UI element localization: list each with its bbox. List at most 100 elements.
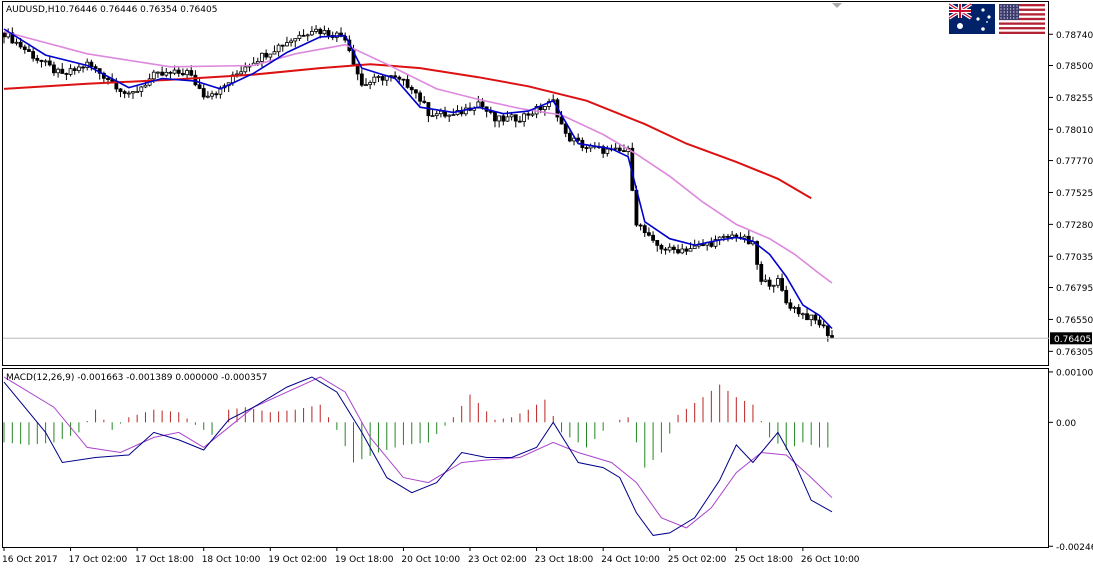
price-y-tick-label: 0.78740 bbox=[1056, 31, 1093, 41]
price-bar bbox=[210, 90, 214, 100]
chart-symbol: AUDUSD,H1 bbox=[6, 5, 60, 15]
price-bar bbox=[39, 59, 44, 68]
price-bar bbox=[305, 33, 310, 42]
price-bar bbox=[434, 110, 439, 120]
price-bar bbox=[776, 274, 780, 289]
price-bar bbox=[280, 44, 285, 52]
price-bar bbox=[89, 59, 94, 71]
price-bar bbox=[176, 67, 181, 77]
ma-mid-line bbox=[3, 30, 833, 284]
x-tick-label: 24 Oct 10:00 bbox=[601, 555, 660, 565]
price-y-tick-label: 0.78255 bbox=[1056, 94, 1093, 104]
price-bar bbox=[164, 67, 169, 78]
price-bar bbox=[767, 277, 772, 290]
price-bar bbox=[160, 66, 165, 77]
price-bar bbox=[118, 88, 123, 98]
price-y-tick-label: 0.77280 bbox=[1056, 221, 1093, 231]
price-bar bbox=[301, 29, 306, 37]
price-bar bbox=[81, 65, 85, 73]
price-bar bbox=[364, 78, 368, 87]
price-bar bbox=[447, 114, 452, 122]
price-bar bbox=[680, 243, 685, 255]
chart-ohlc: 0.76446 0.76446 0.76354 0.76405 bbox=[60, 5, 217, 15]
price-y-tick-label: 0.76795 bbox=[1056, 284, 1093, 294]
price-bar bbox=[647, 227, 651, 237]
price-bar bbox=[64, 72, 69, 81]
current-price-label: 0.76405 bbox=[1050, 332, 1092, 345]
price-bar bbox=[60, 63, 65, 74]
price-bar bbox=[376, 74, 381, 83]
price-y-tick-label: 0.78500 bbox=[1056, 62, 1093, 72]
price-bar bbox=[821, 320, 826, 329]
price-bar bbox=[659, 243, 664, 254]
price-bar bbox=[676, 244, 680, 255]
price-bar bbox=[655, 239, 660, 252]
price-bar bbox=[322, 25, 327, 36]
price-bar bbox=[771, 284, 776, 293]
price-bar bbox=[518, 115, 522, 123]
price-bar bbox=[671, 244, 676, 254]
price-bar bbox=[543, 105, 547, 116]
price-bar bbox=[684, 246, 689, 255]
price-bar bbox=[2, 32, 6, 44]
macd-header: MACD(12,26,9) -0.001663 -0.001389 0.0000… bbox=[6, 373, 267, 383]
price-bar bbox=[667, 243, 672, 253]
price-bar bbox=[272, 45, 277, 55]
price-bar bbox=[168, 70, 173, 79]
price-bar bbox=[563, 121, 568, 138]
price-y-tick-label: 0.77525 bbox=[1056, 189, 1093, 199]
price-bar bbox=[10, 27, 15, 44]
price-bar bbox=[276, 43, 281, 57]
price-bar bbox=[800, 312, 805, 320]
x-tick-label: 23 Oct 02:00 bbox=[468, 555, 527, 565]
price-bar bbox=[493, 111, 497, 128]
price-bar bbox=[126, 90, 131, 98]
down-arrow-icon[interactable] bbox=[832, 3, 842, 8]
australia-flag-icon bbox=[948, 2, 995, 34]
macd-histogram bbox=[3, 384, 829, 468]
price-bar bbox=[726, 233, 730, 242]
price-bar bbox=[713, 235, 718, 249]
price-bar bbox=[759, 261, 764, 285]
price-bar bbox=[22, 44, 27, 54]
price-bar bbox=[185, 68, 189, 80]
x-tick-label: 25 Oct 02:00 bbox=[668, 555, 727, 565]
price-bar bbox=[513, 114, 518, 128]
macd-pane-frame bbox=[2, 368, 1049, 548]
price-bar bbox=[135, 85, 140, 93]
price-bar bbox=[430, 109, 435, 118]
price-bar bbox=[205, 91, 210, 99]
price-bar bbox=[326, 27, 331, 40]
price-bar bbox=[422, 96, 427, 104]
price-bar bbox=[56, 67, 60, 78]
price-bar bbox=[52, 61, 56, 76]
price-bar bbox=[418, 90, 422, 106]
usa-flag-icon bbox=[999, 4, 1045, 34]
price-y-axis: 0.78740 0.78500 0.78255 0.78010 0.77770 0.775… bbox=[1049, 31, 1093, 358]
price-bar bbox=[47, 55, 52, 67]
price-bar bbox=[76, 63, 81, 74]
price-bar bbox=[218, 85, 223, 99]
price-bar bbox=[825, 325, 830, 342]
price-bar bbox=[264, 49, 269, 60]
macd-lines bbox=[3, 376, 833, 536]
price-bar bbox=[297, 31, 302, 42]
price-bar bbox=[763, 274, 768, 283]
macd-y-tick-label: -0.002465 bbox=[1056, 543, 1093, 553]
price-bar bbox=[522, 112, 527, 127]
price-bar bbox=[617, 144, 622, 154]
price-bar bbox=[576, 133, 581, 143]
x-tick-label: 19 Oct 02:00 bbox=[268, 555, 327, 565]
macd-y-axis: 0.001002 0.00 -0.002465 bbox=[1049, 368, 1093, 553]
price-bar bbox=[372, 73, 377, 86]
price-y-tick-label: 0.77770 bbox=[1056, 157, 1093, 167]
price-bar bbox=[642, 223, 647, 238]
price-bar bbox=[14, 38, 19, 46]
x-tick-label: 25 Oct 18:00 bbox=[734, 555, 793, 565]
price-bar bbox=[742, 234, 747, 243]
price-bar bbox=[268, 53, 273, 64]
price-bar bbox=[131, 91, 135, 99]
price-bar bbox=[68, 64, 73, 77]
